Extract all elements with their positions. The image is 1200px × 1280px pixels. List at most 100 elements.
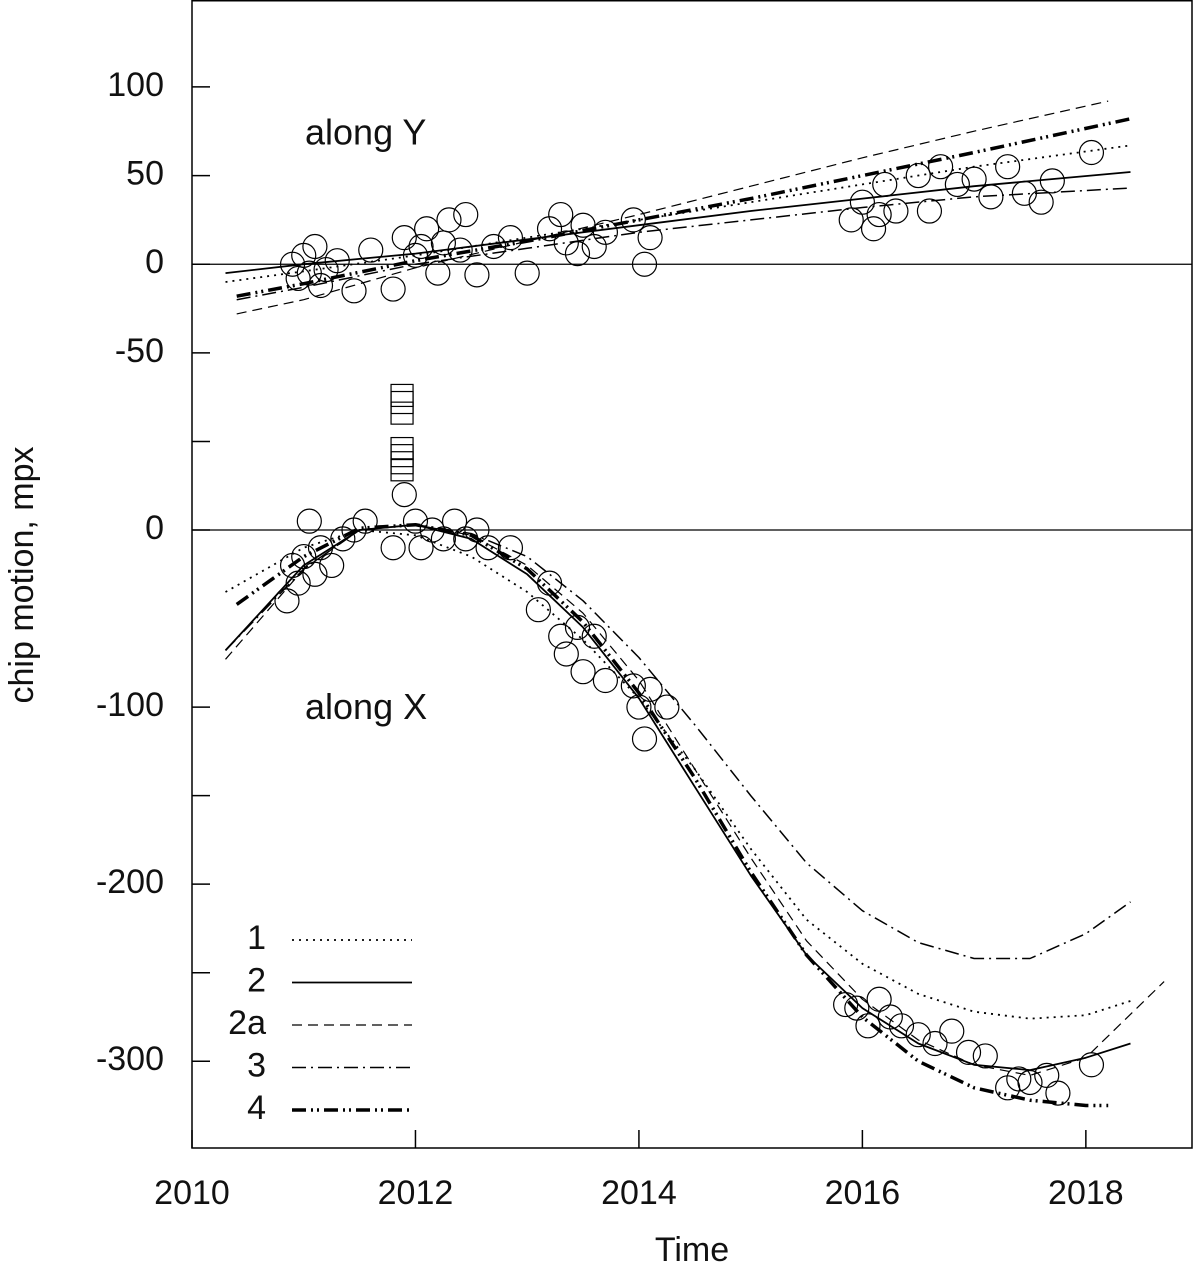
legend-label: 1 bbox=[247, 919, 266, 957]
circle-marker bbox=[307, 272, 334, 299]
y-axis-label: chip motion, mpx bbox=[3, 447, 41, 704]
circle-marker bbox=[414, 216, 440, 242]
y-tick-label: 50 bbox=[126, 155, 164, 193]
circle-marker bbox=[637, 225, 663, 251]
plot-frame bbox=[191, 0, 1193, 1149]
y-tick-label: -100 bbox=[96, 686, 164, 724]
circle-marker bbox=[358, 237, 384, 263]
fit-line bbox=[224, 523, 1131, 1071]
circle-marker bbox=[581, 623, 607, 649]
y-tick-label: -50 bbox=[115, 332, 164, 370]
circle-marker bbox=[564, 614, 591, 641]
fit-line bbox=[236, 100, 1109, 315]
circle-marker bbox=[833, 991, 859, 1018]
circle-marker bbox=[380, 276, 406, 302]
square-marker bbox=[390, 458, 414, 482]
circle-marker bbox=[436, 207, 462, 233]
fit-line bbox=[236, 117, 1131, 298]
circle-marker bbox=[620, 673, 646, 699]
legend-label: 2 bbox=[247, 961, 266, 999]
circle-marker bbox=[995, 1075, 1021, 1101]
circle-marker bbox=[855, 1013, 881, 1039]
circle-marker bbox=[866, 986, 892, 1012]
circle-marker bbox=[592, 219, 619, 245]
circle-marker bbox=[408, 233, 434, 260]
fit-line bbox=[235, 522, 1109, 1108]
fit-line bbox=[225, 529, 1131, 1020]
fit-line bbox=[236, 187, 1131, 301]
circle-marker bbox=[1011, 180, 1038, 206]
circle-marker bbox=[319, 552, 345, 579]
circle-marker bbox=[313, 256, 339, 283]
circle-marker bbox=[497, 535, 524, 561]
circle-marker bbox=[592, 667, 619, 694]
circle-marker bbox=[888, 1013, 915, 1039]
circle-marker bbox=[285, 570, 311, 596]
circle-marker bbox=[961, 166, 987, 192]
circle-marker bbox=[581, 233, 607, 260]
legend-label: 4 bbox=[247, 1089, 266, 1127]
circle-marker bbox=[1006, 1066, 1032, 1092]
circle-marker bbox=[425, 260, 451, 286]
circle-marker bbox=[453, 201, 479, 228]
circle-marker bbox=[391, 481, 417, 508]
circle-marker bbox=[905, 1022, 931, 1048]
circle-marker bbox=[302, 561, 328, 587]
circle-marker bbox=[481, 233, 507, 260]
circle-marker bbox=[631, 251, 658, 277]
circle-marker bbox=[536, 216, 563, 242]
circle-marker bbox=[860, 216, 887, 242]
legend-label: 2a bbox=[228, 1004, 266, 1042]
square-marker bbox=[390, 401, 414, 425]
circle-marker bbox=[916, 198, 943, 224]
circle-marker bbox=[548, 623, 574, 649]
y-tick-label: 0 bbox=[145, 243, 164, 281]
circle-marker bbox=[944, 171, 970, 198]
circle-marker bbox=[408, 535, 434, 561]
circle-marker bbox=[341, 278, 367, 304]
circle-marker bbox=[570, 212, 596, 238]
circle-marker bbox=[302, 233, 328, 260]
y-tick-label: 100 bbox=[107, 66, 164, 104]
circle-marker bbox=[464, 262, 490, 288]
y-tick-label: -200 bbox=[96, 863, 164, 901]
circle-marker bbox=[553, 641, 579, 667]
circle-marker bbox=[849, 189, 875, 215]
circle-marker bbox=[564, 240, 591, 267]
x-tick-label: 2014 bbox=[601, 1174, 677, 1212]
circle-marker bbox=[447, 237, 473, 263]
circle-marker bbox=[905, 162, 931, 189]
x-tick-label: 2016 bbox=[825, 1174, 901, 1212]
circle-marker bbox=[430, 230, 456, 256]
circle-marker bbox=[497, 225, 524, 251]
circle-marker bbox=[274, 588, 300, 614]
x-tick-label: 2012 bbox=[378, 1174, 454, 1212]
circle-marker bbox=[324, 248, 350, 274]
circle-marker bbox=[1045, 1080, 1071, 1106]
x-tick-label: 2018 bbox=[1048, 1174, 1124, 1212]
circle-marker bbox=[928, 154, 954, 180]
circle-marker bbox=[883, 198, 909, 224]
circle-marker bbox=[402, 508, 429, 534]
square-marker bbox=[390, 383, 414, 408]
circle-marker bbox=[475, 535, 501, 561]
circle-marker bbox=[1039, 168, 1065, 194]
circle-marker bbox=[553, 230, 579, 256]
circle-marker bbox=[514, 260, 540, 286]
square-marker bbox=[390, 451, 414, 475]
circle-marker bbox=[972, 1043, 998, 1069]
square-marker bbox=[390, 436, 414, 461]
circle-marker bbox=[866, 201, 892, 228]
circle-marker bbox=[637, 676, 663, 702]
fit-line bbox=[225, 524, 1165, 1076]
circle-marker bbox=[620, 207, 646, 233]
circle-marker bbox=[1028, 189, 1054, 215]
circle-marker bbox=[654, 694, 680, 720]
y-tick-label: 0 bbox=[145, 509, 164, 547]
fit-line bbox=[225, 171, 1131, 274]
fit-line bbox=[224, 523, 1131, 960]
circle-marker bbox=[955, 1039, 982, 1065]
circle-marker bbox=[380, 535, 406, 561]
circle-marker bbox=[352, 508, 378, 534]
